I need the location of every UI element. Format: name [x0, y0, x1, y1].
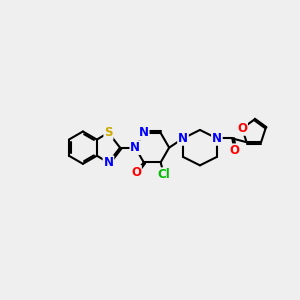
- Text: N: N: [178, 132, 188, 145]
- Text: Cl: Cl: [158, 168, 170, 181]
- Text: S: S: [104, 126, 113, 139]
- Text: N: N: [130, 141, 140, 154]
- Text: O: O: [131, 166, 141, 179]
- Text: O: O: [237, 122, 247, 135]
- Text: N: N: [212, 132, 222, 145]
- Text: N: N: [139, 127, 149, 140]
- Text: O: O: [230, 144, 240, 157]
- Text: N: N: [103, 156, 113, 169]
